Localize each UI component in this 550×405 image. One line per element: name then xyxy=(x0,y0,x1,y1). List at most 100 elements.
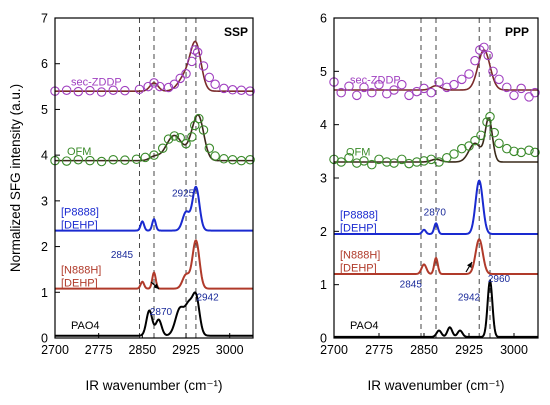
data-point xyxy=(190,120,200,131)
data-point xyxy=(227,85,238,95)
x-tick-label: 2775 xyxy=(365,343,393,357)
data-point xyxy=(134,84,145,95)
data-point xyxy=(120,155,130,165)
y-tick-label: 6 xyxy=(320,12,327,26)
y-tick-label: 3 xyxy=(41,194,48,208)
data-point xyxy=(479,42,489,53)
x-tick-label: 2925 xyxy=(172,343,200,357)
data-point xyxy=(169,79,180,90)
series-label: [N888H] [DEHP] xyxy=(61,264,101,289)
data-point xyxy=(192,47,203,58)
series-line xyxy=(55,291,253,337)
series-label: sec-ZDDP xyxy=(350,75,401,87)
y-tick-label: 6 xyxy=(41,57,48,71)
data-point xyxy=(524,92,534,102)
data-point xyxy=(509,90,519,101)
series-label: PAO4 xyxy=(71,320,100,332)
series-2: [P8888] [DEHP] xyxy=(55,185,253,232)
series-1: OFM xyxy=(50,113,255,167)
annotation-2942: 2942 xyxy=(458,293,481,304)
annotation-2960: 2960 xyxy=(488,274,511,285)
annotation-2845: 2845 xyxy=(111,250,134,261)
data-point xyxy=(219,154,229,164)
data-point xyxy=(210,151,220,161)
annotation-2845: 2845 xyxy=(400,279,423,290)
series-line xyxy=(334,179,538,235)
data-point xyxy=(120,85,130,96)
data-point xyxy=(494,74,504,85)
x-tick-label: 3000 xyxy=(500,343,528,357)
data-point xyxy=(449,149,459,159)
series-line xyxy=(334,279,538,338)
data-point xyxy=(96,87,107,97)
data-point xyxy=(198,125,209,135)
data-point xyxy=(374,79,384,90)
data-point xyxy=(382,88,392,99)
series-1: OFM xyxy=(329,111,540,170)
annotation-arrowhead xyxy=(466,262,472,268)
panel-tag: PPP xyxy=(505,25,529,39)
series-3: [N888H] [DEHP] xyxy=(334,238,538,275)
data-point xyxy=(457,74,467,85)
data-point xyxy=(181,138,191,149)
series-line xyxy=(55,239,253,290)
data-point xyxy=(352,90,362,101)
x-tick-label: 2925 xyxy=(455,343,483,357)
data-point xyxy=(344,152,354,163)
panel-ppp: sec-ZDDP OFM [P8888] [DEHP] [N888H] [DEHP] PAO… xyxy=(320,12,540,393)
annotation-2942: 2942 xyxy=(196,293,219,304)
y-tick-label: 2 xyxy=(41,240,48,254)
y-tick-label: 0 xyxy=(41,332,48,346)
data-point xyxy=(382,157,392,167)
series-label: [P8888] [DEHP] xyxy=(61,206,99,231)
data-point xyxy=(210,79,220,90)
data-point xyxy=(389,85,399,95)
series-0: sec-ZDDP xyxy=(50,40,255,97)
y-tick-label: 3 xyxy=(320,172,327,186)
data-point xyxy=(359,82,369,93)
data-point xyxy=(464,69,474,79)
x-tick-label: 2700 xyxy=(41,343,69,357)
data-point xyxy=(73,154,84,165)
annotation-2870: 2870 xyxy=(424,207,447,218)
data-point xyxy=(190,45,200,55)
data-point xyxy=(96,156,107,167)
data-point xyxy=(434,157,444,167)
series-line xyxy=(334,238,538,275)
x-tick-label: 3000 xyxy=(216,343,244,357)
series-line xyxy=(55,185,253,232)
x-tick-label: 2775 xyxy=(85,343,113,357)
plot-frame xyxy=(54,17,254,339)
data-point xyxy=(73,86,84,97)
data-point xyxy=(336,87,346,98)
data-point xyxy=(187,132,197,142)
data-point xyxy=(449,79,459,90)
data-point xyxy=(187,56,197,67)
data-point xyxy=(516,83,526,94)
series-2: [P8888] [DEHP] xyxy=(334,179,538,235)
data-point xyxy=(85,85,95,96)
series-label: OFM xyxy=(67,146,91,158)
y-tick-label: 4 xyxy=(41,149,48,163)
data-point xyxy=(442,152,452,163)
annotation-2925: 2925 xyxy=(172,188,195,199)
data-point xyxy=(245,86,255,96)
series-4: PAO4 xyxy=(334,279,538,338)
y-tick-label: 5 xyxy=(320,65,327,79)
y-tick-label: 2 xyxy=(320,225,327,239)
data-point xyxy=(389,158,399,168)
data-point xyxy=(245,154,255,165)
data-point xyxy=(426,87,436,98)
data-point xyxy=(149,150,159,160)
data-point xyxy=(419,156,429,166)
data-point xyxy=(488,66,498,77)
data-point xyxy=(397,79,407,90)
data-point xyxy=(470,55,480,66)
data-point xyxy=(404,90,414,101)
series-3: [N888H] [DEHP] xyxy=(55,239,253,290)
data-point xyxy=(140,152,151,163)
y-tick-label: 1 xyxy=(41,286,48,300)
data-point xyxy=(502,82,512,93)
data-point xyxy=(108,85,118,95)
